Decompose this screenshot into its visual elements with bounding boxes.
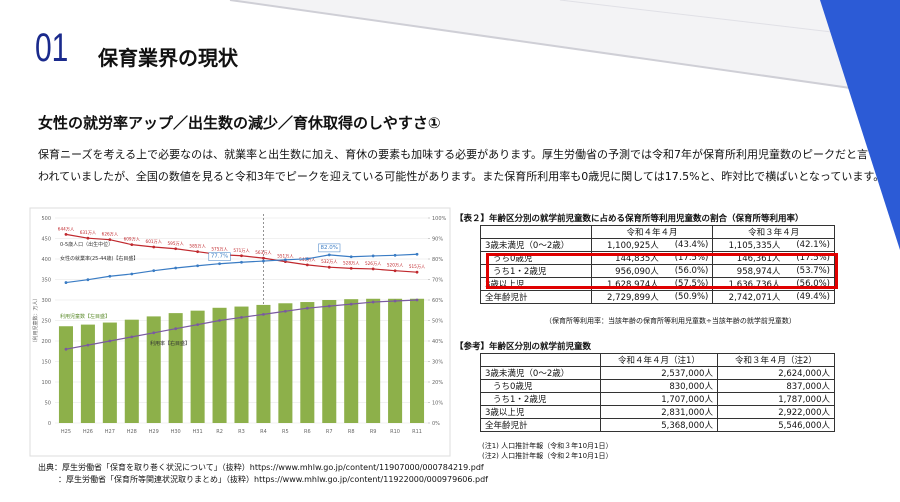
table-caption: 【参考】年齢区分別の就学前児童数 xyxy=(455,342,592,352)
table-row: 3歳未満児（0～2歳） 2,537,000人 2,624,000人 xyxy=(480,366,836,380)
slide-title: 保育業界の現状 xyxy=(98,46,238,70)
table-cell: (42.1%) xyxy=(784,238,836,252)
body-text: われていましたが、全国の数値を見ると令和3年でピークを迎えている可能性があります… xyxy=(38,170,885,183)
source: ：厚生労働省「保育所等関連状況取りまとめ」（抜粋）https://www.mhl… xyxy=(58,475,488,484)
table-row: 全年齢児計 5,368,000人 5,546,000人 xyxy=(480,418,836,432)
table-cell: 2,742,071人 xyxy=(712,290,785,304)
table-note: (注2) 人口推計年報（令和２年10月1日） xyxy=(482,452,613,460)
table-cell: 837,000人 xyxy=(716,379,836,393)
table-row: うち0歳児 830,000人 837,000人 xyxy=(480,379,836,393)
table-cell xyxy=(480,353,601,367)
table-header: 令和４年４月（注1） xyxy=(599,353,718,367)
table-cell: 2,922,000人 xyxy=(716,405,836,419)
table-row: 令和４年４月（注1） 令和３年４月（注2） xyxy=(480,353,836,367)
table-cell: 5,368,000人 xyxy=(599,418,718,432)
table-cell: (43.4%) xyxy=(662,238,714,252)
table-cell: 3歳未満児（0～2歳） xyxy=(480,366,601,380)
table-header: 令和３年４月 xyxy=(712,225,835,239)
table-cell: 1,100,925人 xyxy=(590,238,663,252)
table-cell: うち0歳児 xyxy=(480,379,601,393)
table-cell: 1,707,000人 xyxy=(599,392,718,406)
highlight-box xyxy=(486,253,838,289)
table-cell: (49.4%) xyxy=(784,290,836,304)
table-cell: うち1・2歳児 xyxy=(480,392,601,406)
table-cell: 2,729,899人 xyxy=(590,290,663,304)
table-cell: (50.9%) xyxy=(662,290,714,304)
chart-frame xyxy=(29,207,451,457)
table-cell xyxy=(480,225,592,239)
decor-triangle xyxy=(820,0,900,250)
table-cell: 2,624,000人 xyxy=(716,366,836,380)
table-row: 3歳未満児（0～2歳） 1,100,925人 (43.4%) 1,105,335人 (4… xyxy=(480,238,836,252)
table-row: うち1・2歳児 1,707,000人 1,787,000人 xyxy=(480,392,836,406)
table-cell: 830,000人 xyxy=(599,379,718,393)
subtitle: 女性の就労率アップ／出生数の減少／育休取得のしやすさ① xyxy=(38,114,441,132)
table-cell: 1,105,335人 xyxy=(712,238,785,252)
table-cell: 3歳未満児（0～2歳） xyxy=(480,238,592,252)
table-cell: 全年齢児計 xyxy=(480,290,592,304)
source: 出典：厚生労働省「保育を取り巻く状況について」（抜粋）https://www.m… xyxy=(38,463,484,472)
table-cell: 2,831,000人 xyxy=(599,405,718,419)
table-cell: 3歳以上児 xyxy=(480,405,601,419)
body-text: 保育ニーズを考える上で必要なのは、就業率と出生数に加え、育休の要素も加味する必要… xyxy=(38,148,869,161)
table-cell: 1,787,000人 xyxy=(716,392,836,406)
table-cell: 5,546,000人 xyxy=(716,418,836,432)
table-cell: 2,537,000人 xyxy=(599,366,718,380)
table-row: 全年齢児計 2,729,899人 (50.9%) 2,742,071人 (49.4%) xyxy=(480,290,836,304)
slide-number: 01 xyxy=(35,26,69,70)
table: 令和４年４月（注1） 令和３年４月（注2） 3歳未満児（0～2歳） 2,537,000… xyxy=(480,353,836,432)
table-row: 3歳以上児 2,831,000人 2,922,000人 xyxy=(480,405,836,419)
decor-line xyxy=(229,0,900,96)
table-row: うち1・2歳児 956,090人 (56.0%) 958,974人 (53.7%) xyxy=(480,264,836,278)
table-cell: 全年齢児計 xyxy=(480,418,601,432)
table-note: （保育所等利用率：当該年齢の保育所等利用児童数÷当該年齢の就学前児童数） xyxy=(545,317,796,325)
table-header: 令和４年４月 xyxy=(590,225,714,239)
table-caption: 【表２】年齢区分別の就学前児童数に占める保育所等利用児童数の割合（保育所等利用率… xyxy=(455,214,804,224)
table-header: 令和３年４月（注2） xyxy=(716,353,836,367)
table-row: 令和４年４月 令和３年４月 xyxy=(480,225,835,239)
table-note: (注1) 人口推計年報（令和３年10月1日） xyxy=(482,442,613,450)
